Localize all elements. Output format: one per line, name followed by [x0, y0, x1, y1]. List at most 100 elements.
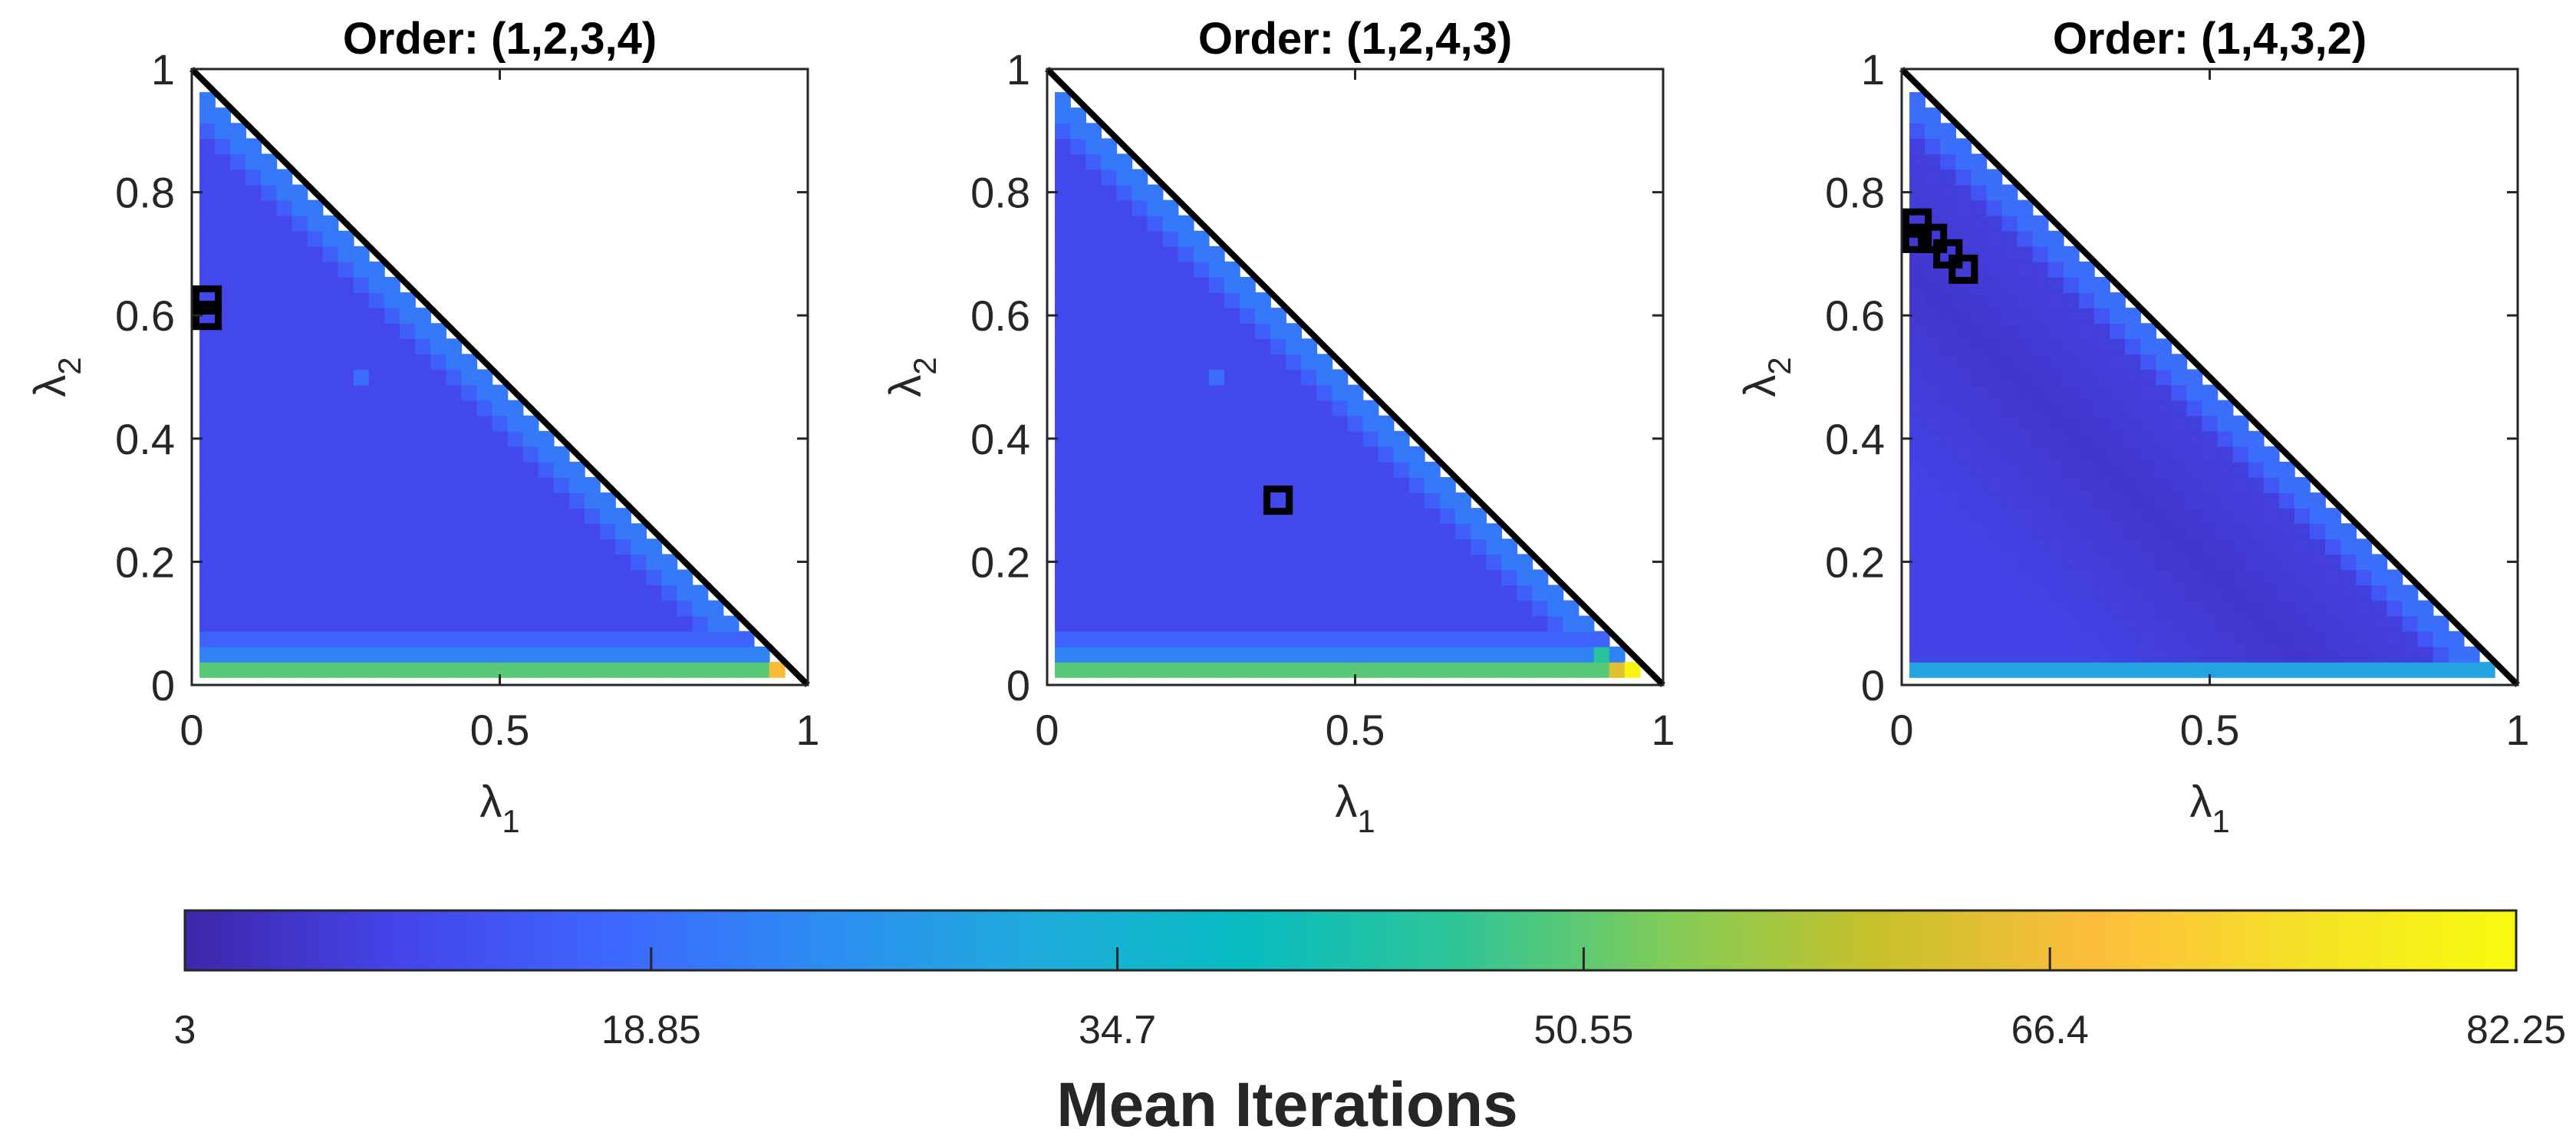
heatmap-cell	[1362, 446, 1379, 463]
heatmap-cell	[1362, 400, 1379, 417]
heatmap-cell	[1408, 554, 1425, 571]
heatmap-cell	[1101, 461, 1118, 478]
heatmap-cell	[322, 354, 339, 370]
heatmap-cell	[2156, 461, 2172, 478]
heatmap-cell	[307, 569, 324, 586]
heatmap-cell	[1986, 646, 2003, 663]
heatmap-cell	[230, 523, 247, 540]
heatmap-cell	[415, 584, 431, 601]
heatmap-cell	[230, 199, 247, 216]
heatmap-cell	[2356, 646, 2373, 663]
heatmap-cell	[2140, 615, 2157, 632]
heatmap-cell	[430, 400, 447, 417]
heatmap-cell	[1517, 600, 1533, 617]
heatmap-cell	[1955, 554, 1972, 571]
heatmap-cell	[2186, 446, 2203, 463]
heatmap-cell	[261, 400, 278, 417]
heatmap-cell	[1286, 554, 1303, 571]
heatmap-cell	[2263, 492, 2280, 509]
heatmap-cell	[1085, 492, 1102, 509]
heatmap-cell	[2278, 461, 2295, 478]
heatmap-cell	[1316, 584, 1333, 601]
heatmap-cell	[2371, 631, 2388, 647]
constraint-line	[1899, 67, 2520, 687]
heatmap-cell	[1286, 569, 1303, 586]
heatmap-cell	[507, 615, 524, 632]
heatmap-cell	[215, 538, 231, 555]
heatmap-cell	[2110, 538, 2126, 555]
heatmap-cell	[1986, 292, 2003, 308]
heatmap-cell	[1909, 107, 1925, 124]
heatmap-cell	[1909, 138, 1925, 155]
heatmap-cell	[1193, 615, 1210, 632]
heatmap-cell	[199, 261, 216, 278]
heatmap-cell	[2063, 523, 2080, 540]
heatmap-cell	[322, 261, 339, 278]
heatmap-cell	[261, 230, 278, 247]
heatmap-cell	[2093, 569, 2110, 586]
heatmap-cell	[2156, 554, 2172, 571]
heatmap-cell	[2078, 430, 2095, 447]
heatmap-cell	[568, 584, 585, 601]
heatmap-cell	[2217, 631, 2234, 647]
heatmap-cell	[1255, 631, 1271, 647]
heatmap-cell	[1055, 169, 1071, 186]
heatmap-cell	[2325, 554, 2341, 571]
heatmap-cell	[230, 430, 247, 447]
heatmap-cell	[1132, 615, 1148, 632]
heatmap-cell	[230, 184, 247, 201]
heatmap-cell	[1255, 615, 1271, 632]
heatmap-cell	[1439, 615, 1456, 632]
heatmap-cell	[1347, 476, 1364, 493]
heatmap-cell	[492, 461, 509, 478]
heatmap-cell	[1925, 384, 1941, 401]
heatmap-cell	[199, 461, 216, 478]
heatmap-cell	[2171, 508, 2188, 525]
heatmap-cell	[1439, 661, 1456, 678]
heatmap-cell	[2294, 646, 2311, 663]
heatmap-cell	[1085, 215, 1102, 232]
heatmap-cell	[1925, 123, 1941, 140]
heatmap-cell	[1070, 153, 1086, 170]
heatmap-cell	[199, 661, 216, 678]
heatmap-cell	[553, 492, 570, 509]
heatmap-cell	[1070, 245, 1086, 262]
heatmap-cell	[307, 476, 324, 493]
heatmap-cell	[2017, 384, 2034, 401]
heatmap-cell	[1471, 584, 1487, 601]
y-tick-label: 0.2	[1825, 538, 1885, 586]
heatmap-cell	[2093, 338, 2110, 355]
heatmap-cell	[522, 415, 539, 432]
heatmap-cell	[1178, 631, 1194, 647]
heatmap-cell	[1332, 569, 1349, 586]
heatmap-cell	[1286, 584, 1303, 601]
heatmap-cell	[1270, 369, 1286, 386]
heatmap-cell	[2356, 615, 2373, 632]
heatmap-cell	[1909, 384, 1925, 401]
heatmap-cell	[507, 584, 524, 601]
heatmap-cell	[2371, 600, 2388, 617]
heatmap-cell	[1532, 584, 1549, 601]
heatmap-cell	[1471, 631, 1487, 647]
heatmap-cell	[646, 554, 663, 571]
heatmap-cell	[492, 508, 509, 525]
heatmap-cell	[1332, 400, 1349, 417]
heatmap-cell	[492, 661, 509, 678]
heatmap-cell	[353, 338, 370, 355]
heatmap-cell	[1193, 369, 1210, 386]
heatmap-cell	[2263, 508, 2280, 525]
chart-panel-3: 0 0.5 100.20.40.60.81 Order: (1,4,3,2) λ1 …	[1735, 14, 2530, 839]
heatmap-cell	[1955, 400, 1972, 417]
heatmap-cell	[1255, 354, 1271, 370]
heatmap-cell	[1239, 492, 1256, 509]
heatmap-cell	[307, 492, 324, 509]
heatmap-cell	[1178, 584, 1194, 601]
heatmap-cell	[276, 369, 293, 386]
heatmap-cell	[1085, 430, 1102, 447]
heatmap-cell	[276, 631, 293, 647]
heatmap-cell	[261, 492, 278, 509]
heatmap-cell	[2156, 338, 2172, 355]
heatmap-cell	[1070, 138, 1086, 155]
heatmap-cell	[1162, 554, 1179, 571]
heatmap-cell	[1424, 661, 1441, 678]
